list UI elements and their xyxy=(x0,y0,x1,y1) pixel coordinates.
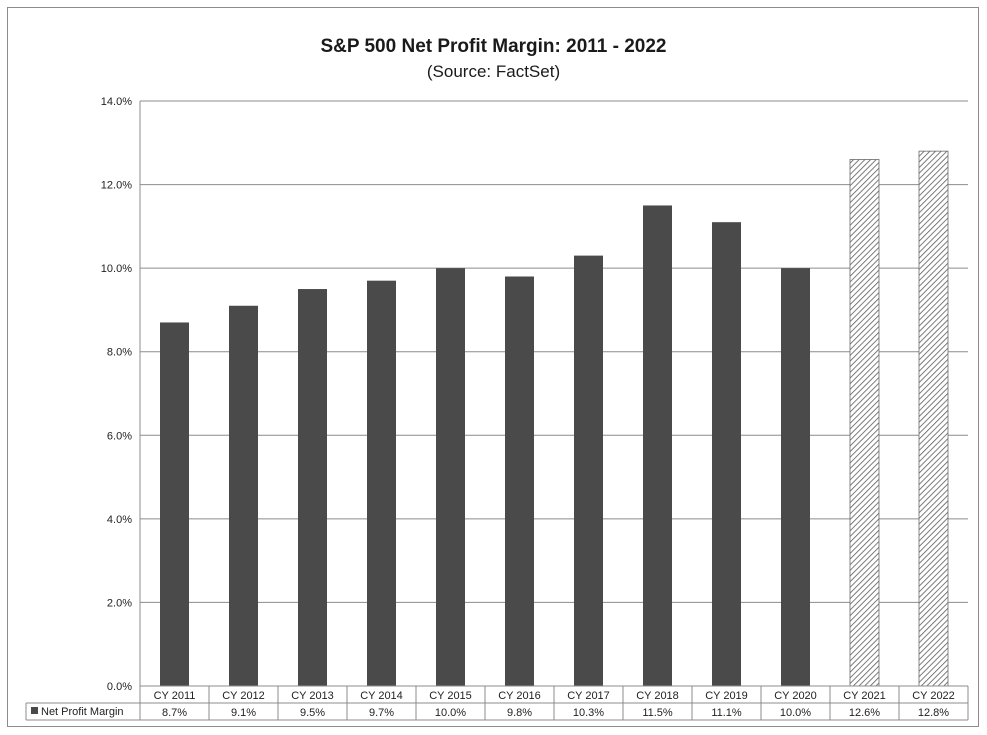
x-tick-label: CY 2019 xyxy=(705,690,748,702)
x-tick-label: CY 2015 xyxy=(429,690,472,702)
data-label: 8.7% xyxy=(162,707,187,719)
data-label: 10.3% xyxy=(573,707,604,719)
x-tick-label: CY 2020 xyxy=(774,690,817,702)
bar xyxy=(574,255,603,686)
x-tick-label: CY 2014 xyxy=(360,690,403,702)
y-tick-label: 10.0% xyxy=(101,263,132,275)
y-tick-label: 2.0% xyxy=(107,597,132,609)
x-tick-label: CY 2021 xyxy=(843,690,886,702)
x-tick-label: CY 2012 xyxy=(222,690,265,702)
y-tick-label: 14.0% xyxy=(101,96,132,108)
bar-estimate xyxy=(849,159,880,687)
x-tick-label: CY 2022 xyxy=(912,690,955,702)
y-axis-ticks: 0.0% 2.0% 4.0% 6.0% 8.0% 10.0% 12.0% 14.0% xyxy=(101,96,132,693)
y-tick-label: 12.0% xyxy=(101,180,132,192)
legend-swatch xyxy=(31,707,38,714)
bar xyxy=(367,280,396,686)
data-label: 12.6% xyxy=(849,707,880,719)
data-label: 10.0% xyxy=(435,707,466,719)
x-tick-label: CY 2016 xyxy=(498,690,541,702)
data-table: Net Profit Margin CY 2011 8.7% CY 2012 9.1% C… xyxy=(25,685,969,721)
data-label: 9.1% xyxy=(231,707,256,719)
bar xyxy=(781,268,810,686)
y-tick-label: 0.0% xyxy=(107,681,132,693)
x-tick-label: CY 2011 xyxy=(154,690,196,702)
data-label: 9.8% xyxy=(507,707,532,719)
bar xyxy=(505,276,534,686)
chart-title: S&P 500 Net Profit Margin: 2011 - 2022 xyxy=(320,36,667,57)
bar xyxy=(436,268,465,686)
bar xyxy=(229,305,258,686)
bar xyxy=(298,289,327,686)
data-label: 12.8% xyxy=(918,707,949,719)
y-tick-label: 4.0% xyxy=(107,514,132,526)
y-tick-label: 8.0% xyxy=(107,347,132,359)
bar xyxy=(643,205,672,686)
data-label: 11.1% xyxy=(711,707,742,719)
chart-subtitle: (Source: FactSet) xyxy=(426,62,561,81)
data-label: 9.7% xyxy=(369,707,394,719)
bar xyxy=(712,222,741,686)
y-tick-label: 6.0% xyxy=(107,430,132,442)
data-label: 11.5% xyxy=(642,707,673,719)
bar-estimate xyxy=(918,150,949,687)
bars xyxy=(160,150,949,687)
x-tick-label: CY 2018 xyxy=(636,690,679,702)
data-label: 10.0% xyxy=(780,707,811,719)
legend-series-label: Net Profit Margin xyxy=(41,706,124,718)
bar xyxy=(160,322,189,686)
data-label: 9.5% xyxy=(300,707,325,719)
x-tick-label: CY 2017 xyxy=(567,690,610,702)
x-tick-label: CY 2013 xyxy=(291,690,334,702)
gridlines xyxy=(139,100,968,687)
